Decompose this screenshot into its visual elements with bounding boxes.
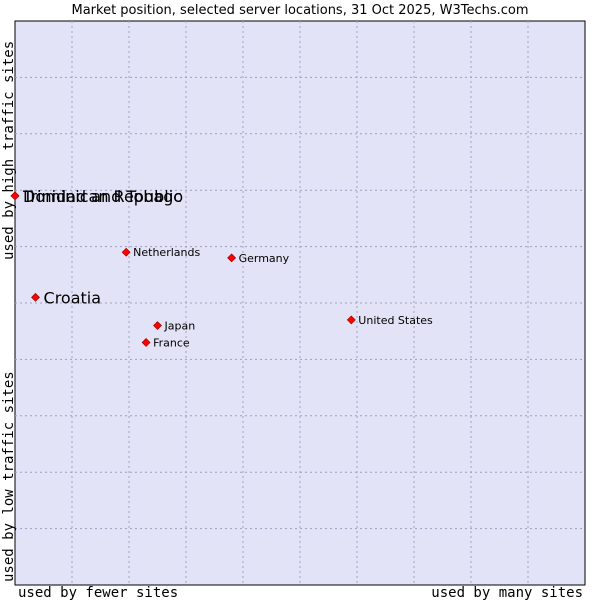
point-label-germany: Germany (239, 252, 290, 265)
point-marker-croatia (31, 292, 40, 302)
point-label-france: France (153, 336, 190, 349)
point-label-croatia: Croatia (44, 288, 102, 307)
chart-title: Market position, selected server locatio… (71, 3, 528, 18)
point-label-united-states: United States (358, 314, 433, 327)
point-marker-netherlands (121, 247, 131, 257)
point-label-japan: Japan (164, 320, 196, 333)
x-axis-label-left: used by fewer sites (18, 585, 178, 600)
point-marker-dominican-republic (10, 191, 20, 201)
point-marker-united-states (346, 315, 356, 325)
point-label-dominican-republic: Dominican Republic (23, 187, 182, 206)
x-axis-label-right: used by many sites (431, 585, 583, 600)
point-marker-france (141, 338, 151, 347)
grid-lines (15, 21, 585, 585)
point-marker-germany (227, 253, 237, 263)
y-axis-label-bottom: used by low traffic sites (1, 371, 17, 582)
point-label-trinidad-and-tobago: Trinidad and Tobago (22, 187, 183, 206)
y-axis-label-top: used by high traffic sites (1, 41, 17, 260)
point-label-netherlands: Netherlands (133, 246, 200, 259)
point-marker-japan (153, 321, 162, 330)
